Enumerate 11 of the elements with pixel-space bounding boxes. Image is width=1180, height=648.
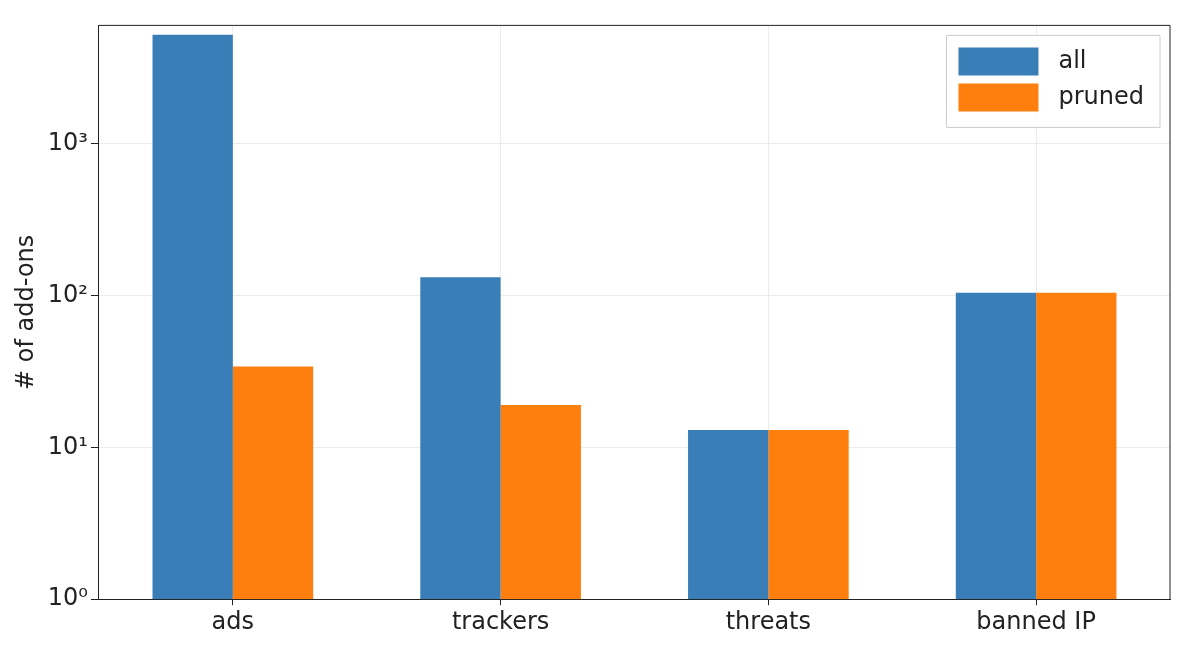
y-tick-label: 10² (47, 279, 88, 308)
x-tick-label: ads (211, 606, 255, 635)
y-tick-label: 10³ (47, 127, 88, 156)
y-tick-label: 10¹ (47, 431, 88, 460)
x-tick-label: trackers (451, 606, 550, 635)
legend-label: pruned (1058, 81, 1145, 110)
x-tick-label: threats (725, 606, 812, 635)
y-tick-label: 10⁰ (47, 583, 88, 612)
y-axis-title: # of add-ons (10, 234, 39, 390)
legend-label: all (1058, 45, 1087, 74)
x-tick-label: banned IP (976, 606, 1096, 635)
